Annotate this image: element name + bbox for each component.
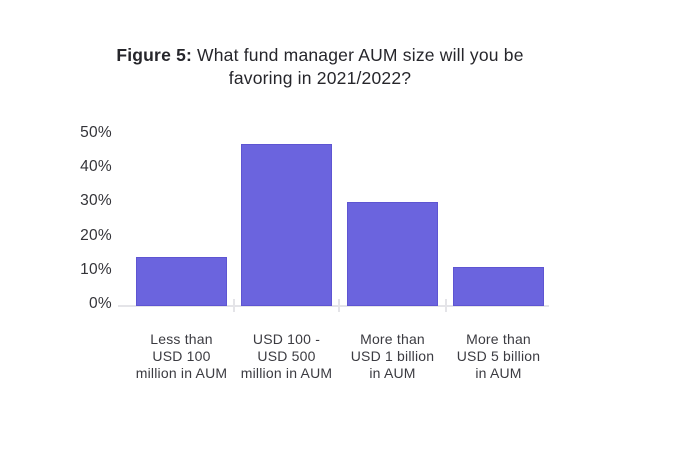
x-category-label-line: million in AUM	[135, 365, 228, 381]
bar-category-4	[453, 267, 544, 306]
x-category-label-line: USD 100	[152, 348, 211, 364]
x-category-label-line: USD 1 billion	[350, 348, 435, 364]
bar-category-1	[136, 257, 227, 306]
x-category-label: USD 100 - USD 500 million in AUM	[207, 331, 367, 382]
x-category-label-line: USD 500	[257, 348, 316, 364]
x-category-label-line: More than	[466, 331, 531, 347]
bar-category-2	[241, 144, 332, 306]
x-category-label-line: million in AUM	[240, 365, 333, 381]
y-tick-label: 0%	[88, 295, 112, 312]
y-tick-label: 40%	[80, 158, 112, 176]
y-tick-label: 30%	[80, 192, 112, 210]
x-category-label-line: Less than	[150, 331, 213, 347]
x-axis-line	[118, 304, 549, 307]
x-axis-tick	[444, 299, 447, 312]
chart-title-prefix: Figure 5:	[116, 45, 193, 65]
x-category-label-line: in AUM	[475, 365, 522, 381]
x-axis-tick	[338, 299, 340, 312]
x-category-label-line: in AUM	[369, 365, 416, 381]
x-category-label: Less than USD 100 million in AUM	[102, 331, 262, 382]
y-tick-label: 50%	[80, 124, 112, 142]
chart-title-line2: favoring in 2021/2022?	[228, 68, 412, 88]
y-tick-label: 10%	[80, 260, 112, 278]
x-category-label: More than USD 5 billion in AUM	[419, 331, 579, 382]
x-category-label-line: USD 100 -	[252, 331, 321, 347]
y-tick-label: 20%	[80, 226, 112, 244]
chart-title-line1-text: What fund manager AUM size will you be	[197, 45, 524, 65]
bar-category-3	[347, 202, 438, 306]
chart-title-line1: Figure 5: What fund manager AUM size will…	[100, 44, 540, 67]
x-category-label-line: USD 5 billion	[456, 348, 541, 364]
chart-title: Figure 5: What fund manager AUM size will…	[100, 44, 540, 90]
x-category-label-line: More than	[360, 331, 425, 347]
x-category-label: More than USD 1 billion in AUM	[313, 331, 473, 382]
x-axis-tick	[233, 299, 235, 312]
